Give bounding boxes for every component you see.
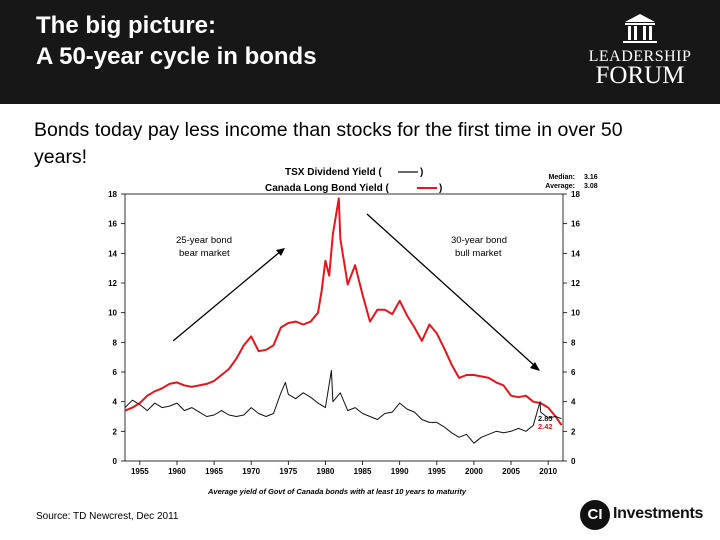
y-tick-label-right: 14: [571, 249, 580, 258]
ci-mark: CI: [580, 500, 610, 530]
x-tick-label: 2000: [465, 467, 483, 476]
logo-text-forum: FORUM: [595, 62, 685, 89]
x-tick-label: 1975: [279, 467, 297, 476]
annotation-bear-line1: 25-year bond: [176, 235, 232, 246]
y-tick-label-right: 10: [571, 309, 580, 318]
y-tick-label-right: 2: [571, 427, 576, 436]
header-bar: The big picture: A 50-year cycle in bond…: [0, 0, 720, 104]
plot-frame: [124, 193, 564, 462]
chart-title-bond-end: ): [439, 183, 442, 194]
logo-text-leadership: LEADERSHIP: [588, 48, 692, 65]
x-tick-label: 1960: [168, 467, 186, 476]
source-note: Source: TD Newcrest, Dec 2011: [36, 511, 179, 522]
title-line-2: A 50-year cycle in bonds: [36, 43, 317, 70]
y-tick-label-left: 10: [108, 309, 117, 318]
average-value: 3.08: [584, 183, 598, 190]
y-tick-label-left: 0: [113, 457, 118, 466]
y-tick-label-left: 14: [108, 249, 117, 258]
x-tick-label: 1965: [205, 467, 223, 476]
average-label: Average:: [545, 183, 575, 190]
bear-market-arrowhead: [276, 248, 285, 256]
y-tick-label-right: 12: [571, 279, 580, 288]
leadership-forum-logo: LEADERSHIP FORUM: [585, 8, 695, 94]
bull-market-arrow: [366, 213, 537, 368]
x-tick-label: 1980: [317, 467, 335, 476]
end-value-bond: 2.42: [538, 422, 553, 431]
y-tick-label-left: 6: [113, 368, 118, 377]
x-tick-label: 2005: [502, 467, 520, 476]
intro-text: Bonds today pay less income than stocks …: [34, 119, 623, 168]
title-line-1: The big picture:: [36, 12, 216, 39]
end-value-dividend: 2.85: [538, 414, 553, 423]
annotation-bull-line1: 30-year bond: [451, 235, 507, 246]
y-tick-label-left: 2: [113, 427, 118, 436]
chart-title-bond: Canada Long Bond Yield (: [265, 183, 390, 194]
chart-title-dividend: TSX Dividend Yield (: [285, 167, 382, 178]
ci-investments-logo: CI Investments: [580, 500, 705, 532]
y-tick-label-left: 18: [108, 190, 117, 199]
y-tick-label-right: 18: [571, 190, 580, 199]
x-tick-label: 1990: [391, 467, 409, 476]
ci-wordmark: Investments: [613, 505, 704, 522]
x-tick-label: 1995: [428, 467, 446, 476]
y-tick-label-left: 16: [108, 220, 117, 229]
y-tick-label-left: 12: [108, 279, 117, 288]
bull-market-arrowhead: [530, 362, 540, 371]
series-line-bond: [124, 197, 563, 426]
x-axis-label: Average yield of Govt of Canada bonds wi…: [207, 487, 467, 496]
y-tick-label-right: 16: [571, 220, 580, 229]
x-tick-label: 1985: [354, 467, 372, 476]
y-tick-label-right: 8: [571, 338, 576, 347]
series-line-dividend: [124, 370, 562, 444]
annotation-bull-line2: bull market: [455, 248, 502, 259]
page-title: The big picture: A 50-year cycle in bond…: [36, 10, 317, 72]
y-tick-label-right: 4: [571, 398, 576, 407]
y-tick-label-right: 6: [571, 368, 576, 377]
median-value: 3.16: [584, 174, 598, 181]
x-tick-label: 2010: [539, 467, 557, 476]
y-tick-label-left: 4: [113, 398, 118, 407]
median-label: Median:: [549, 174, 575, 181]
x-tick-label: 1955: [131, 467, 149, 476]
chart-title-dividend-end: ): [420, 167, 423, 178]
y-tick-label-right: 0: [571, 457, 576, 466]
x-tick-label: 1970: [242, 467, 260, 476]
bear-market-arrow: [172, 250, 282, 342]
pillar-icon: [623, 14, 657, 43]
annotation-bear-line2: bear market: [179, 248, 230, 259]
y-tick-label-left: 8: [113, 338, 118, 347]
